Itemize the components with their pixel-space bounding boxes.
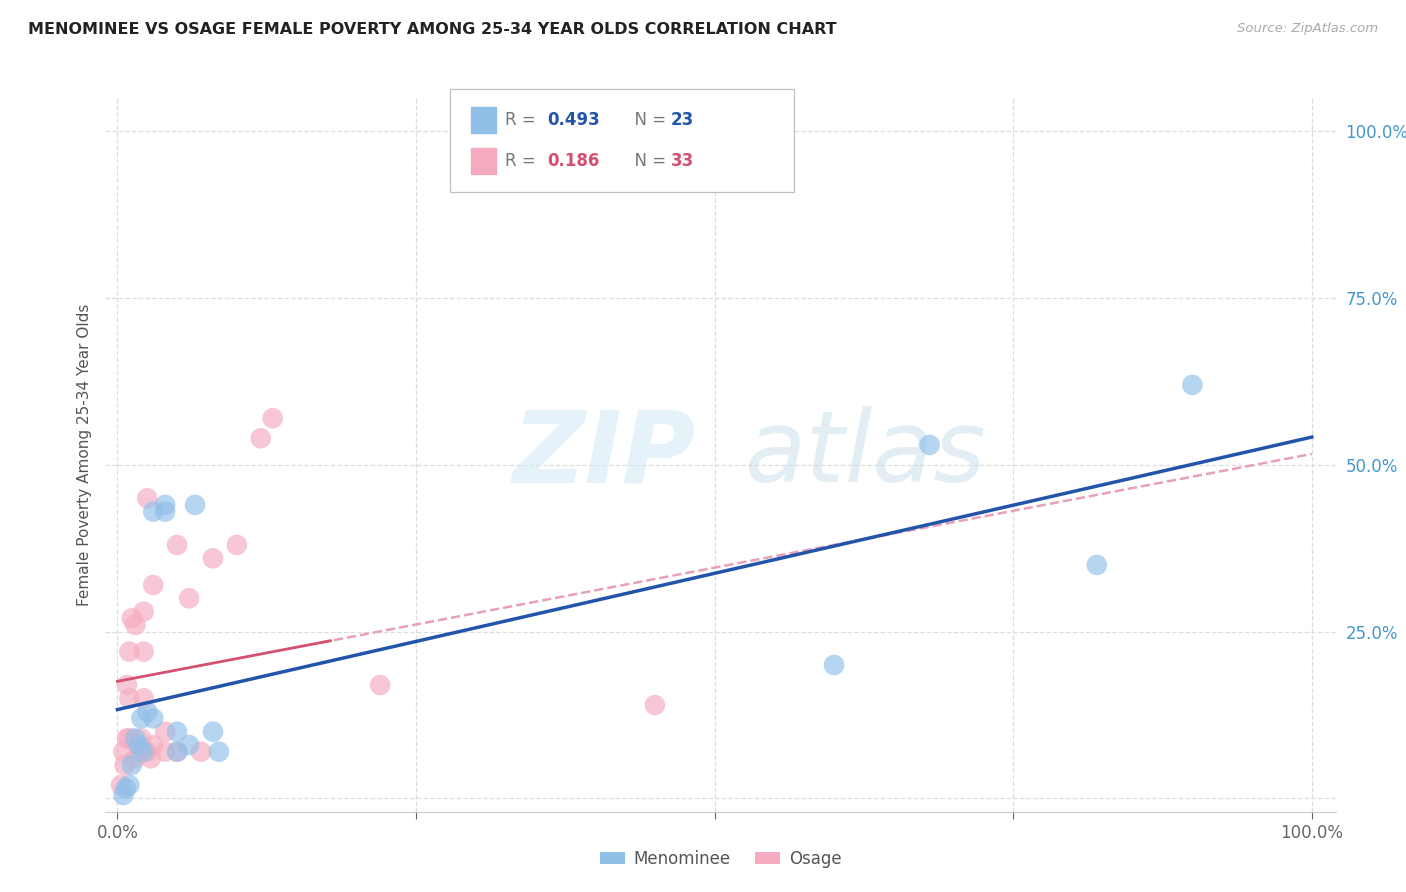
Text: MENOMINEE VS OSAGE FEMALE POVERTY AMONG 25-34 YEAR OLDS CORRELATION CHART: MENOMINEE VS OSAGE FEMALE POVERTY AMONG …	[28, 22, 837, 37]
Point	[153, 745, 176, 759]
Point	[124, 731, 146, 746]
Point	[118, 778, 141, 792]
Point	[201, 724, 224, 739]
Point	[118, 731, 141, 746]
Point	[262, 411, 284, 425]
Point	[142, 711, 165, 725]
Point	[128, 745, 150, 759]
Point	[1085, 558, 1108, 572]
Point	[115, 678, 138, 692]
Point	[208, 745, 231, 759]
Point	[132, 605, 155, 619]
Point	[110, 778, 132, 792]
Text: 33: 33	[671, 153, 695, 170]
Point	[153, 505, 176, 519]
Point	[201, 551, 224, 566]
Legend: Menominee, Osage: Menominee, Osage	[593, 844, 848, 875]
Point	[124, 751, 146, 765]
Text: 0.493: 0.493	[547, 111, 600, 128]
Point	[142, 578, 165, 592]
Point	[184, 498, 207, 512]
Point	[121, 758, 143, 772]
Point	[823, 658, 845, 673]
Point	[112, 788, 135, 802]
Point	[166, 745, 188, 759]
Point	[918, 438, 941, 452]
Point	[166, 724, 188, 739]
Point	[644, 698, 666, 712]
Point	[139, 751, 162, 765]
Point	[124, 618, 146, 632]
Text: ZIP: ZIP	[513, 407, 696, 503]
Text: R =: R =	[505, 111, 541, 128]
Point	[128, 738, 150, 752]
Text: 0.186: 0.186	[547, 153, 599, 170]
Point	[129, 731, 152, 746]
Point	[132, 745, 155, 759]
Point	[177, 591, 200, 606]
Text: N =: N =	[624, 153, 672, 170]
Point	[136, 491, 159, 506]
Point	[118, 691, 141, 706]
Text: N =: N =	[624, 111, 672, 128]
Point	[121, 611, 143, 625]
Point	[249, 431, 271, 445]
Point	[166, 745, 188, 759]
Text: Source: ZipAtlas.com: Source: ZipAtlas.com	[1237, 22, 1378, 36]
Text: atlas: atlas	[745, 407, 987, 503]
Point	[136, 705, 159, 719]
Point	[153, 498, 176, 512]
Point	[190, 745, 212, 759]
Point	[225, 538, 247, 552]
Point	[1181, 377, 1204, 392]
Point	[132, 645, 155, 659]
Point	[132, 691, 155, 706]
Point	[153, 724, 176, 739]
Point	[114, 758, 136, 772]
Point	[142, 738, 165, 752]
Point	[368, 678, 391, 692]
Point	[115, 731, 138, 746]
Text: 23: 23	[671, 111, 695, 128]
Point	[166, 538, 188, 552]
Text: R =: R =	[505, 153, 541, 170]
Point	[118, 645, 141, 659]
Y-axis label: Female Poverty Among 25-34 Year Olds: Female Poverty Among 25-34 Year Olds	[76, 304, 91, 606]
Point	[177, 738, 200, 752]
Point	[142, 505, 165, 519]
Point	[112, 745, 135, 759]
Point	[136, 745, 159, 759]
Point	[114, 781, 136, 796]
Point	[129, 711, 152, 725]
